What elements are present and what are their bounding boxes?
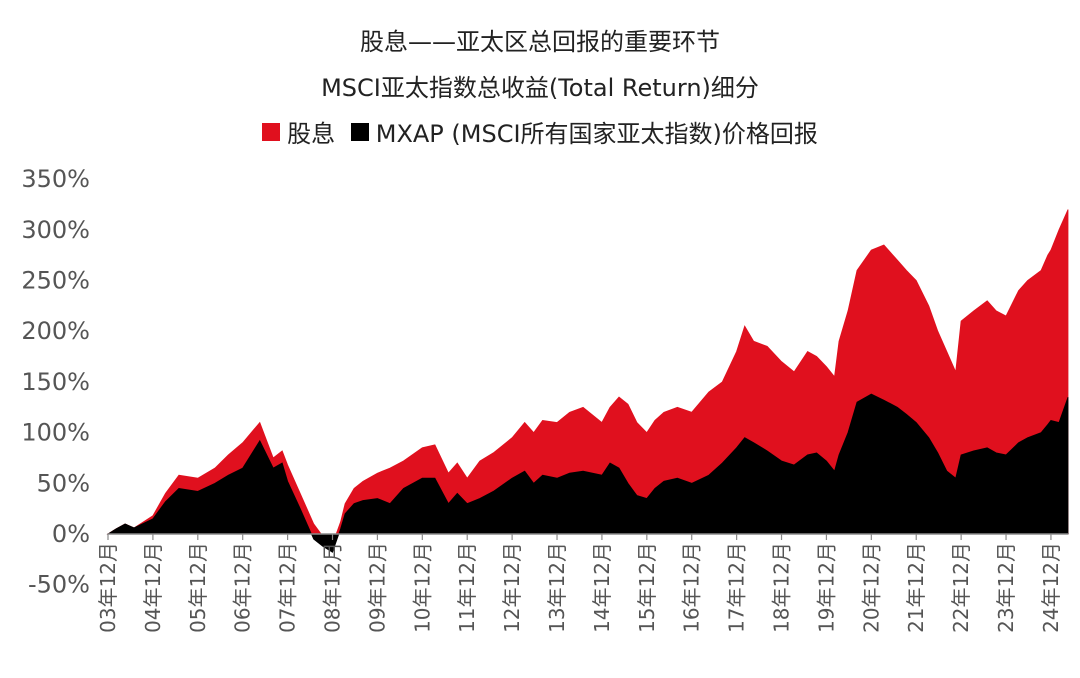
y-tick-label: 350%	[21, 165, 90, 193]
y-tick-label: 50%	[37, 469, 90, 497]
x-tick-label: 09年12月	[365, 542, 389, 633]
x-tick-label: 24年12月	[1039, 542, 1063, 633]
x-tick-label: 17年12月	[725, 542, 749, 633]
x-tick-label: 12年12月	[500, 542, 524, 633]
x-tick-label: 15年12月	[635, 542, 659, 633]
area-series-1	[106, 393, 1069, 553]
chart-subtitle: MSCI亚太指数总收益(Total Return)细分	[321, 74, 759, 102]
x-tick-label: 18年12月	[770, 542, 794, 633]
x-tick-label: 11年12月	[455, 542, 479, 633]
legend: 股息 MXAP (MSCI所有国家亚太指数)价格回报	[0, 114, 1080, 149]
y-tick-label: 250%	[21, 267, 90, 295]
legend-label-price: MXAP (MSCI所有国家亚太指数)价格回报	[375, 120, 818, 148]
chart-title: 股息——亚太区总回报的重要环节	[360, 28, 720, 56]
x-tick-label: 23年12月	[994, 542, 1018, 633]
x-tick-label: 04年12月	[141, 542, 165, 633]
legend-swatch-dividend	[262, 122, 281, 141]
x-tick-label: 16年12月	[680, 542, 704, 633]
x-tick-label: 22年12月	[949, 542, 973, 633]
area-series-0	[106, 209, 1069, 545]
x-tick-label: 20年12月	[859, 542, 883, 633]
y-tick-label: 0%	[52, 520, 90, 548]
legend-item-price: MXAP (MSCI所有国家亚太指数)价格回报	[350, 114, 818, 149]
x-tick-label: 08年12月	[321, 542, 345, 633]
x-tick-label: 13年12月	[545, 542, 569, 633]
y-tick-label: -50%	[28, 571, 90, 599]
x-tick-label: 14年12月	[590, 542, 614, 633]
x-tick-label: 06年12月	[231, 542, 255, 633]
x-tick-label: 21年12月	[904, 542, 928, 633]
y-tick-label: 150%	[21, 368, 90, 396]
y-tick-label: 100%	[21, 419, 90, 447]
legend-label-dividend: 股息	[287, 120, 336, 148]
x-tick-label: 19年12月	[814, 542, 838, 633]
y-tick-label: 200%	[21, 317, 90, 345]
x-tick-label: 10年12月	[410, 542, 434, 633]
legend-swatch-price	[350, 122, 369, 141]
x-tick-label: 03年12月	[96, 542, 120, 633]
legend-item-dividend: 股息	[262, 114, 335, 149]
x-tick-label: 07年12月	[276, 542, 300, 633]
x-tick-label: 05年12月	[186, 542, 210, 633]
y-tick-label: 300%	[21, 216, 90, 244]
